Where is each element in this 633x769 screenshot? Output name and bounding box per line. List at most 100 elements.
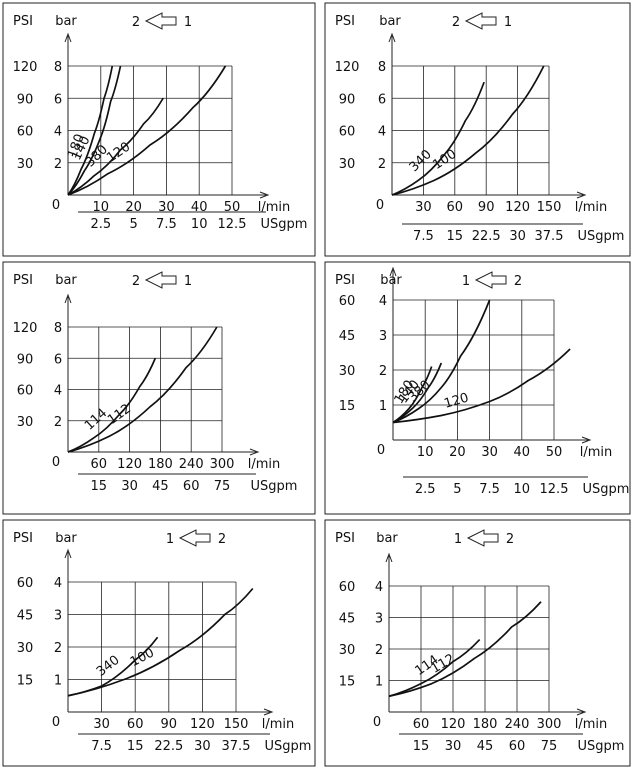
- psi-tick-label: 60: [339, 580, 356, 595]
- curve-label-120: 120: [442, 390, 470, 411]
- lmin-unit-label: l/min: [575, 200, 608, 215]
- y-axis-arrow: [388, 32, 396, 43]
- usgpm-tick-label: 2.5: [90, 217, 111, 232]
- curve-140: [392, 362, 443, 424]
- usgpm-tick-label: 7.5: [413, 229, 434, 244]
- lmin-tick-label: 30: [158, 200, 175, 215]
- y-axis-arrow: [64, 293, 72, 304]
- chart-panel-3: PSI bar 2 1 0 120 8 90 6 60 4 30 2 60 15 120 30 180 45 240 6…: [2, 261, 316, 515]
- bar-tick-label: 3: [375, 612, 383, 627]
- lmin-tick-label: 10: [93, 200, 110, 215]
- flow-port-right: 1: [504, 15, 512, 30]
- curve-100: [391, 65, 545, 196]
- origin-label: 0: [377, 443, 385, 458]
- curve-180: [67, 65, 114, 196]
- flow-port-left: 2: [132, 274, 140, 289]
- bar-tick-label: 2: [378, 157, 386, 172]
- usgpm-tick-label: 75: [541, 739, 558, 754]
- curve-112: [388, 601, 542, 698]
- curve-112: [67, 326, 218, 453]
- flow-arrow-icon: [474, 271, 507, 289]
- psi-tick-label: 30: [17, 157, 34, 172]
- usgpm-tick-label: 15: [127, 739, 144, 754]
- flow-arrow-icon: [178, 529, 211, 547]
- x-axis-arrow: [259, 191, 270, 199]
- panel-frame: [2, 261, 316, 515]
- lmin-tick-label: 50: [224, 200, 241, 215]
- lmin-tick-label: 90: [478, 200, 495, 215]
- curve-380: [67, 97, 164, 196]
- psi-tick-label: 120: [335, 60, 360, 75]
- usgpm-tick-label: 30: [445, 739, 462, 754]
- usgpm-tick-label: 30: [121, 479, 138, 494]
- psi-tick-label: 90: [17, 92, 34, 107]
- curve-340: [391, 81, 485, 196]
- flow-port-right: 1: [184, 274, 192, 289]
- lmin-tick-label: 10: [417, 445, 434, 460]
- lmin-unit-label: l/min: [248, 457, 281, 472]
- usgpm-tick-label: 30: [194, 739, 211, 754]
- psi-tick-label: 60: [17, 125, 34, 140]
- psi-tick-label: 90: [17, 352, 34, 367]
- lmin-tick-label: 60: [127, 717, 144, 732]
- psi-tick-label: 60: [339, 125, 356, 140]
- usgpm-tick-label: 5: [129, 217, 137, 232]
- flow-port-right: 1: [184, 15, 192, 30]
- panel-frame: [2, 2, 316, 257]
- usgpm-tick-label: 15: [413, 739, 430, 754]
- curve-180: [392, 366, 433, 424]
- curve-120: [67, 65, 227, 196]
- y-axis-arrow: [64, 32, 72, 43]
- flow-port-right: 2: [514, 274, 522, 289]
- flow-arrow-icon: [464, 12, 497, 30]
- x-axis-arrow: [263, 708, 274, 716]
- origin-label: 0: [373, 715, 381, 730]
- lmin-tick-label: 180: [473, 717, 498, 732]
- psi-tick-label: 90: [339, 92, 356, 107]
- lmin-tick-label: 20: [449, 445, 466, 460]
- usgpm-tick-label: 45: [477, 739, 494, 754]
- bar-label: bar: [55, 531, 77, 546]
- bar-label: bar: [379, 14, 401, 29]
- bar-tick-label: 4: [54, 576, 62, 591]
- usgpm-tick-label: 10: [514, 482, 531, 497]
- flow-port-right: 2: [506, 532, 514, 547]
- psi-label: PSI: [13, 14, 33, 29]
- usgpm-tick-label: 15: [91, 479, 108, 494]
- usgpm-tick-label: 12.5: [218, 217, 247, 232]
- lmin-tick-label: 120: [117, 457, 142, 472]
- usgpm-tick-label: 22.5: [472, 229, 501, 244]
- usgpm-unit-label: USgpm: [583, 482, 630, 497]
- flow-arrow-icon: [144, 271, 177, 289]
- x-axis-arrow: [581, 436, 592, 444]
- bar-label: bar: [376, 531, 398, 546]
- flow-port-left: 2: [132, 15, 140, 30]
- origin-label: 0: [52, 198, 60, 213]
- y-axis-arrow: [389, 266, 397, 277]
- lmin-unit-label: l/min: [575, 717, 608, 732]
- lmin-tick-label: 40: [514, 445, 531, 460]
- psi-tick-label: 45: [339, 329, 356, 344]
- usgpm-unit-label: USgpm: [251, 479, 298, 494]
- bar-label: bar: [55, 14, 77, 29]
- flow-port-left: 1: [462, 274, 470, 289]
- curve-140: [67, 65, 122, 196]
- x-axis-arrow: [249, 448, 260, 456]
- bar-tick-label: 6: [54, 92, 62, 107]
- psi-tick-label: 120: [13, 60, 38, 75]
- bar-tick-label: 6: [378, 92, 386, 107]
- origin-label: 0: [52, 455, 60, 470]
- x-axis-arrow: [576, 191, 587, 199]
- curve-114: [67, 357, 157, 453]
- lmin-tick-label: 60: [413, 717, 430, 732]
- flow-port-left: 1: [454, 532, 462, 547]
- curve-100: [67, 587, 254, 697]
- usgpm-tick-label: 15: [447, 229, 464, 244]
- lmin-tick-label: 60: [447, 200, 464, 215]
- usgpm-tick-label: 5: [453, 482, 461, 497]
- bar-tick-label: 8: [54, 321, 62, 336]
- usgpm-tick-label: 45: [152, 479, 169, 494]
